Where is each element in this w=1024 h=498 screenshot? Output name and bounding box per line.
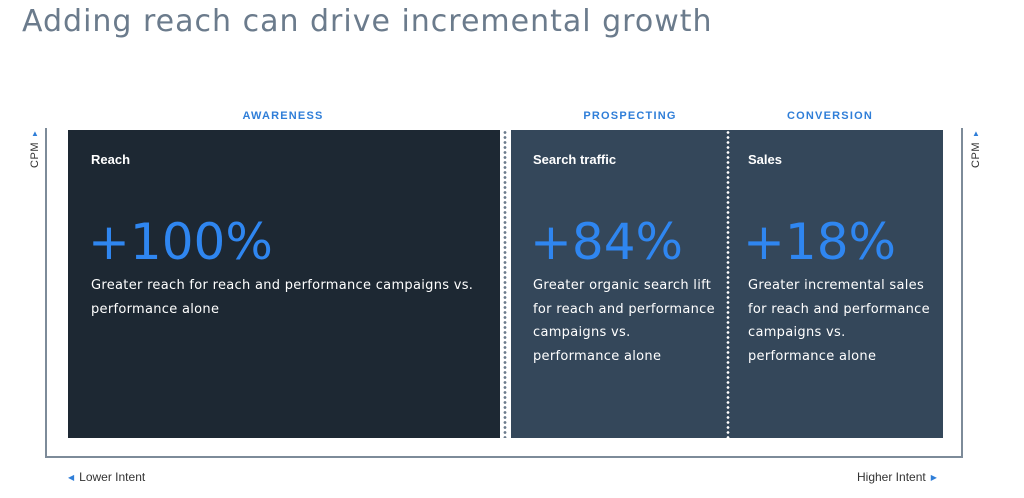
axis-left-line	[45, 128, 47, 458]
lower-intent-label: ◀ Lower Intent	[68, 470, 145, 484]
panel-heading-search: Search traffic	[533, 152, 617, 167]
cpm-label-right: CPM	[970, 142, 982, 168]
cpm-label-left: CPM	[29, 142, 41, 168]
triangle-up-icon: ▲	[972, 129, 980, 138]
panel-desc-sales: Greater incremental sales for reach and …	[748, 278, 930, 364]
higher-intent-label: Higher Intent ▶	[857, 470, 937, 484]
triangle-up-icon: ▲	[31, 129, 39, 138]
phase-label-awareness: AWARENESS	[242, 110, 324, 122]
panel-heading-sales: Sales	[748, 152, 782, 167]
panel-reach: Reach +100% Greater reach for reach and …	[68, 130, 500, 438]
panel-stat-reach: +100%	[88, 213, 273, 271]
axis-right-line	[961, 128, 963, 458]
page-title: Adding reach can drive incremental growt…	[22, 4, 713, 39]
dotted-divider-1	[503, 130, 507, 438]
panel-desc-reach: Greater reach for reach and performance …	[91, 278, 474, 317]
higher-intent-text: Higher Intent	[857, 470, 926, 484]
triangle-left-icon: ◀	[68, 472, 75, 482]
panel-heading-reach: Reach	[91, 152, 131, 167]
panel-desc-search: Greater organic search lift for reach an…	[533, 278, 715, 364]
axis-bottom-line	[45, 456, 963, 458]
panel-stat-search: +84%	[530, 213, 684, 271]
lower-intent-text: Lower Intent	[79, 470, 146, 484]
panel-stat-sales: +18%	[743, 213, 897, 271]
phase-label-conversion: CONVERSION	[787, 110, 873, 122]
cpm-axis-right: ▲ CPM	[969, 130, 983, 170]
cpm-axis-left: ▲ CPM	[28, 130, 42, 170]
dotted-divider-2	[726, 130, 730, 438]
phase-label-prospecting: PROSPECTING	[583, 110, 677, 122]
triangle-right-icon: ▶	[930, 472, 937, 482]
